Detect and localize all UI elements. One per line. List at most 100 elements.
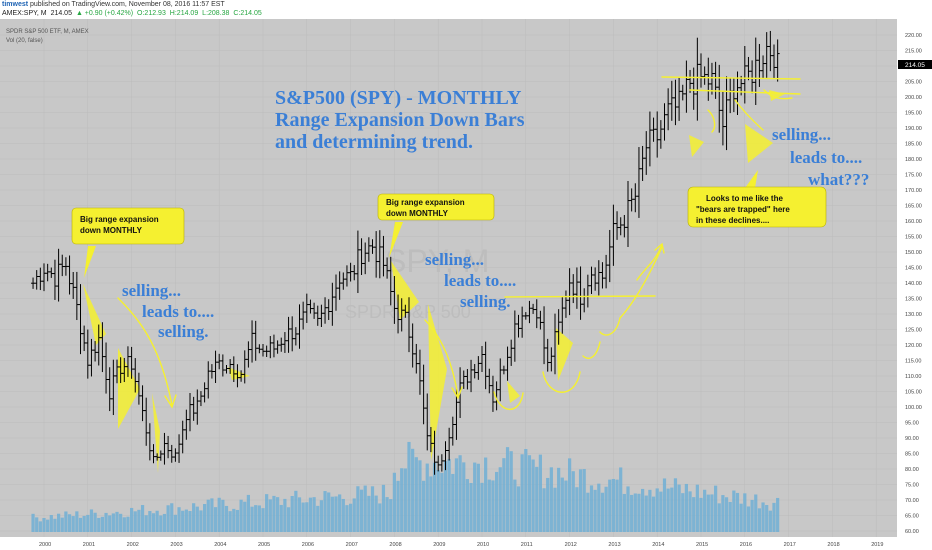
volume-bar <box>181 510 185 532</box>
volume-bar <box>516 486 521 532</box>
left-selling-annotation: selling... leads to.... selling. <box>122 281 214 341</box>
volume-bar <box>575 487 579 532</box>
time-tick-label: 2018 <box>827 542 839 548</box>
volume-bar <box>53 518 57 532</box>
callout-box-2-body <box>377 193 495 221</box>
callout-box-3-line-1: Looks to me like the <box>706 194 783 203</box>
author-link[interactable]: timwest <box>2 1 29 8</box>
time-tick-label: 2004 <box>214 542 226 548</box>
symbol-name[interactable]: AMEX:SPY, M <box>2 10 47 17</box>
price-tick-label: 155.00 <box>905 235 922 241</box>
volume-bar <box>721 495 725 532</box>
volume-bar <box>316 505 320 532</box>
volume-bar <box>381 484 386 532</box>
volume-layer <box>31 441 780 532</box>
publish-text: published on TradingView.com, November 0… <box>30 1 225 8</box>
price-tick-label: 100.00 <box>905 405 922 411</box>
arrow-2013-up <box>636 244 663 281</box>
arrow-2008-head <box>451 386 463 400</box>
last-price-tag <box>898 60 932 69</box>
volume-bar <box>213 507 218 532</box>
volume-bar <box>276 497 280 532</box>
volume-bar <box>735 492 740 532</box>
close-value: C:214.05 <box>233 10 262 17</box>
price-tick-label: 145.00 <box>905 266 922 272</box>
volume-bar <box>714 485 718 532</box>
price-tick-label: 70.00 <box>905 498 919 504</box>
callout-box-3-line-2: "bears are trapped" here <box>696 205 790 214</box>
time-tick-label: 2017 <box>784 542 796 548</box>
volume-bar <box>776 497 780 532</box>
title-line-2: Range Expansion Down Bars <box>275 109 525 131</box>
arrow-2001 <box>117 297 173 406</box>
volume-bar <box>221 499 225 532</box>
price-axis-background <box>897 19 932 537</box>
hand-drawn-arrows <box>117 76 801 410</box>
time-tick-label: 2008 <box>389 542 401 548</box>
volume-bar <box>728 501 732 532</box>
volume-bar <box>243 501 247 532</box>
volume-bar <box>327 492 331 532</box>
volume-bar <box>199 510 203 532</box>
price-tick-label: 130.00 <box>905 312 922 318</box>
volume-bar <box>557 467 561 532</box>
volume-bar <box>38 521 42 532</box>
time-tick-label: 2005 <box>258 542 270 548</box>
price-tick-label: 105.00 <box>905 390 922 396</box>
volume-bar <box>93 512 97 532</box>
volume-bar <box>432 462 437 532</box>
volume-bar <box>257 505 261 532</box>
volume-bar <box>443 461 448 532</box>
callout-box-2-line-1: Big range expansion <box>386 198 465 207</box>
volume-bar <box>703 489 707 532</box>
price-tick-label: 205.00 <box>905 80 922 86</box>
volume-bar <box>31 513 35 532</box>
curve-2011 <box>542 371 581 393</box>
volume-bar <box>290 495 294 532</box>
instrument-label: SPDR S&P 500 ETF, M, AMEX <box>6 29 89 35</box>
volume-bar <box>619 467 623 532</box>
volume-bar <box>597 483 601 532</box>
callout-box-3-pointer <box>745 170 758 188</box>
volume-bar <box>159 515 163 532</box>
volume-bar <box>35 517 39 532</box>
price-tick-label: 140.00 <box>905 281 922 287</box>
price-tick-label: 60.00 <box>905 529 919 535</box>
right-line-1: selling... <box>772 125 831 144</box>
volume-bar <box>422 480 426 532</box>
price-tick-label: 135.00 <box>905 297 922 303</box>
callout-box-3-line-3: in these declines.... <box>696 216 769 225</box>
volume-bar <box>473 462 477 532</box>
volume-bar <box>396 480 400 532</box>
volume-bar <box>235 509 240 532</box>
curve-2010 <box>493 391 524 410</box>
callout-box-2-line-2: down MONTHLY <box>386 209 449 218</box>
curve-2015 <box>734 99 764 131</box>
price-tick-label: 220.00 <box>905 33 922 39</box>
mid-line-3: selling. <box>460 292 511 311</box>
volume-bar <box>615 479 619 532</box>
title-line-3: and determining trend. <box>275 131 473 153</box>
volume-bar <box>148 511 152 532</box>
volume-bar <box>78 517 83 532</box>
volume-bar <box>641 488 645 532</box>
volume-bar <box>323 491 327 532</box>
volume-bar <box>89 509 94 532</box>
time-tick-label: 2019 <box>871 542 883 548</box>
volume-bar <box>349 503 353 532</box>
left-line-2: leads to.... <box>142 302 214 321</box>
volume-bar <box>407 441 411 532</box>
volume-bar <box>188 511 192 532</box>
volume-bar <box>140 505 145 532</box>
volume-bar <box>469 482 473 532</box>
mid-line-2: leads to.... <box>444 271 516 290</box>
arrow-2012-up <box>619 246 663 319</box>
volume-bar <box>440 472 444 532</box>
volume-bar <box>115 511 119 532</box>
volume-bar <box>75 511 79 532</box>
volume-bar <box>137 509 141 532</box>
volume-bar <box>297 497 302 532</box>
time-axis[interactable]: 2000 2001 2002 2003 2004 2005 2006 2007 2008 2009… <box>39 542 883 548</box>
price-tick-label: 125.00 <box>905 328 922 334</box>
